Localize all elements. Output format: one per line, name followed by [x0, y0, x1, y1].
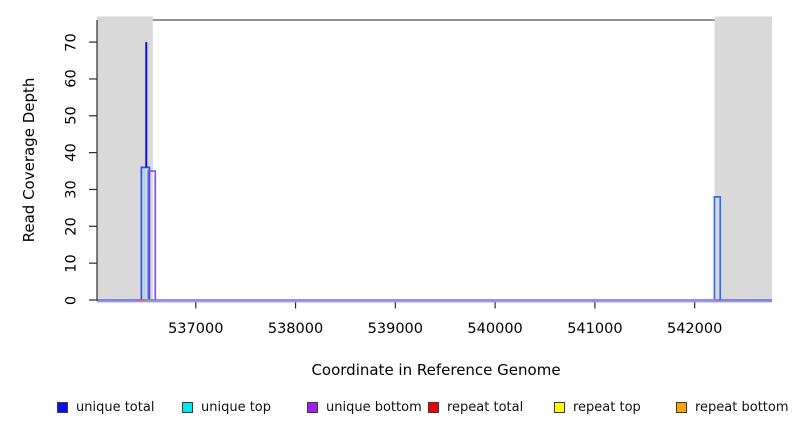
x-axis-title: Coordinate in Reference Genome: [311, 361, 561, 379]
y-tick-label: 70: [63, 32, 80, 52]
right-shaded-flank: [714, 16, 772, 301]
legend: unique total unique top unique bottom repea…: [0, 398, 792, 420]
legend-swatch-icon: [307, 402, 318, 413]
y-axis-title: Read Coverage Depth: [20, 77, 38, 243]
series-unique-bottom-left-block: [147, 170, 157, 300]
x-tick-label: 542000: [666, 321, 723, 337]
x-tick-label: 538000: [267, 321, 324, 337]
legend-swatch-icon: [554, 402, 565, 413]
legend-swatch-icon: [428, 402, 439, 413]
legend-swatch-icon: [182, 402, 193, 413]
legend-swatch-icon: [676, 402, 687, 413]
legend-label: unique total: [76, 400, 155, 415]
x-tick-label: 541000: [567, 321, 623, 337]
legend-label: repeat total: [447, 400, 524, 415]
series-unique-total-right-block: [713, 195, 722, 300]
legend-label: repeat top: [573, 400, 641, 415]
x-tick-label: 540000: [467, 321, 523, 337]
legend-label: unique bottom: [326, 400, 422, 415]
x-tick-label: 539000: [367, 321, 423, 337]
x-tick-label: 537000: [168, 321, 224, 337]
legend-label: repeat bottom: [695, 400, 789, 415]
legend-label: unique top: [201, 400, 272, 415]
legend-swatch-icon: [57, 402, 68, 413]
